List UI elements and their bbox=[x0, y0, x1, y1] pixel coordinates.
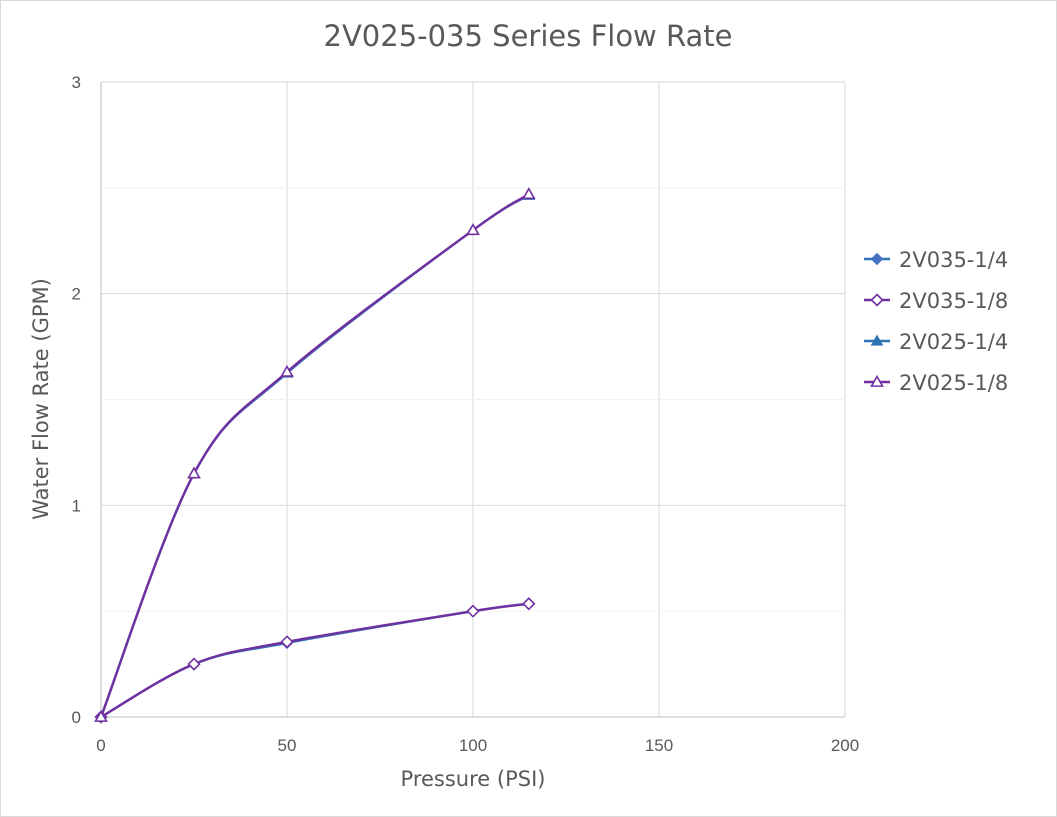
y-tick-label: 0 bbox=[72, 708, 81, 727]
y-tick-label: 1 bbox=[72, 496, 81, 515]
data-point bbox=[466, 223, 480, 236]
series-0 bbox=[94, 597, 536, 724]
x-tick-label: 0 bbox=[96, 736, 105, 755]
y-tick-label: 3 bbox=[72, 73, 81, 92]
data-point bbox=[187, 466, 201, 479]
legend-entry: 2V035-1/8 bbox=[864, 289, 1008, 313]
legend-entry: 2V025-1/4 bbox=[864, 330, 1008, 354]
legend-marker bbox=[870, 334, 884, 346]
legend-entry: 2V025-1/8 bbox=[864, 371, 1008, 395]
legend-label: 2V025-1/8 bbox=[899, 371, 1008, 395]
x-tick-label: 100 bbox=[459, 736, 487, 755]
tick-labels: 0 50 100 150 200 0 1 2 3 bbox=[72, 73, 860, 755]
series-3 bbox=[94, 187, 536, 722]
data-point bbox=[280, 635, 294, 649]
legend-label: 2V025-1/4 bbox=[899, 330, 1008, 354]
data-point bbox=[187, 657, 201, 671]
x-tick-label: 150 bbox=[645, 736, 673, 755]
legend: 2V035-1/4 2V035-1/8 2V025-1/4 2V025-1/8 bbox=[864, 248, 1008, 395]
series-line bbox=[100, 602, 529, 719]
legend-marker bbox=[870, 252, 884, 266]
legend-marker bbox=[870, 374, 884, 387]
legend-marker bbox=[870, 293, 884, 307]
data-point bbox=[522, 597, 536, 611]
series-1 bbox=[94, 597, 536, 724]
x-tick-label: 50 bbox=[278, 736, 297, 755]
y-tick-label: 2 bbox=[72, 285, 81, 304]
legend-entry: 2V035-1/4 bbox=[864, 248, 1008, 272]
data-point bbox=[521, 187, 536, 200]
series-2 bbox=[94, 188, 536, 722]
legend-label: 2V035-1/4 bbox=[899, 248, 1008, 272]
gridlines bbox=[101, 81, 846, 717]
data-point bbox=[466, 604, 480, 618]
axes bbox=[100, 82, 845, 718]
chart-title: 2V025-035 Series Flow Rate bbox=[324, 19, 733, 53]
legend-label: 2V035-1/8 bbox=[899, 289, 1008, 313]
series-group bbox=[94, 187, 536, 724]
series-line bbox=[100, 602, 529, 719]
x-tick-label: 200 bbox=[831, 736, 859, 755]
data-point bbox=[94, 709, 108, 722]
data-point bbox=[280, 364, 294, 377]
y-axis-title: Water Flow Rate (GPM) bbox=[29, 278, 53, 520]
x-axis-title: Pressure (PSI) bbox=[401, 767, 546, 791]
